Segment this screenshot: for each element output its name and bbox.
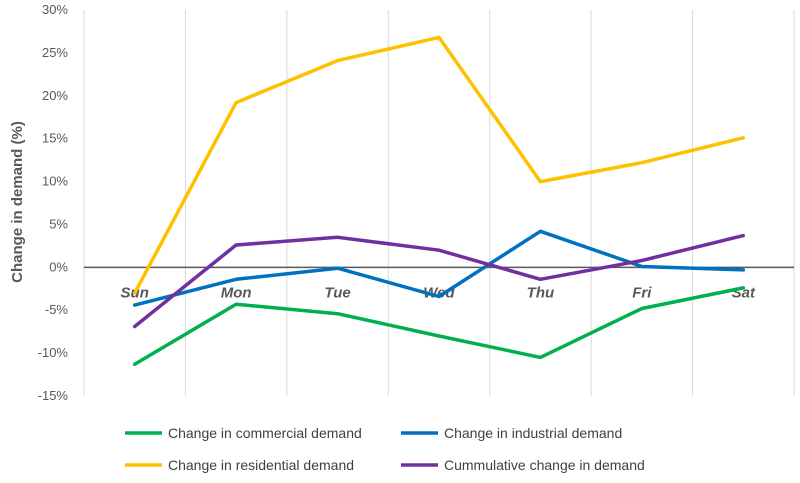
series-line (132, 286, 746, 367)
y-tick-label: 0% (49, 259, 68, 274)
y-tick-label: 15% (42, 131, 68, 146)
y-tick-label: 5% (49, 216, 68, 231)
y-tick-label: 30% (42, 2, 68, 17)
y-tick-label: 10% (42, 174, 68, 189)
y-tick-label: 20% (42, 88, 68, 103)
y-tick-label: 25% (42, 45, 68, 60)
x-tick-label: Fri (632, 284, 652, 301)
y-tick-label: -10% (38, 345, 69, 360)
gridlines (83, 10, 795, 396)
y-axis-ticks: -15% -10% -5% 0% 5% 10% 15% 20% 25% 30% (38, 2, 69, 403)
x-tick-label: Mon (221, 284, 252, 301)
x-tick-label: Thu (527, 284, 555, 301)
series-line (132, 229, 746, 307)
y-axis-label: Change in demand (%) (9, 121, 26, 283)
series-line (132, 233, 746, 329)
legend-label: Change in residential demand (168, 457, 354, 473)
y-tick-label: -15% (38, 388, 69, 403)
series-line (132, 35, 746, 295)
legend-label: Cummulative change in demand (444, 457, 645, 473)
legend-label: Change in commercial demand (168, 425, 362, 441)
x-tick-label: Wed (423, 284, 455, 301)
series-lines (132, 35, 746, 367)
legend: Change in commercial demand Change in ind… (125, 425, 645, 473)
legend-label: Change in industrial demand (444, 425, 622, 441)
x-axis-ticks: Sun Mon Tue Wed Thu Fri Sat (121, 284, 756, 301)
x-tick-label: Tue (324, 284, 350, 301)
y-tick-label: -5% (45, 302, 69, 317)
